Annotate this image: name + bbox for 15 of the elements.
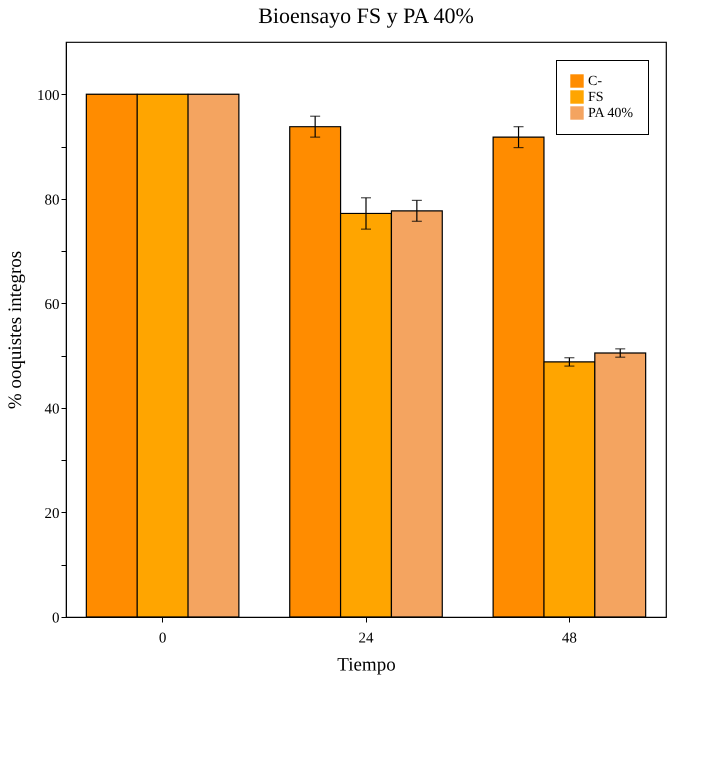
y-tick-label: 40 — [44, 401, 60, 418]
legend-label: FS — [588, 90, 604, 105]
y-tick-label: 80 — [44, 192, 60, 208]
legend-label: C- — [588, 74, 602, 89]
chart-title: Bioensayo FS y PA 40% — [258, 3, 474, 28]
legend-label: PA 40% — [588, 106, 634, 121]
y-tick-label: 20 — [44, 506, 60, 522]
y-axis-title: % ooquistes integros — [5, 250, 26, 410]
x-tick-label: 0 — [158, 630, 166, 646]
y-tick-label: 100 — [37, 88, 60, 104]
x-tick-label: 24 — [358, 630, 374, 646]
x-tick-label: 48 — [562, 630, 577, 646]
x-axis-title: Tiempo — [337, 654, 396, 676]
y-tick-label: 60 — [44, 296, 60, 313]
y-tick-label: 0 — [52, 610, 60, 626]
